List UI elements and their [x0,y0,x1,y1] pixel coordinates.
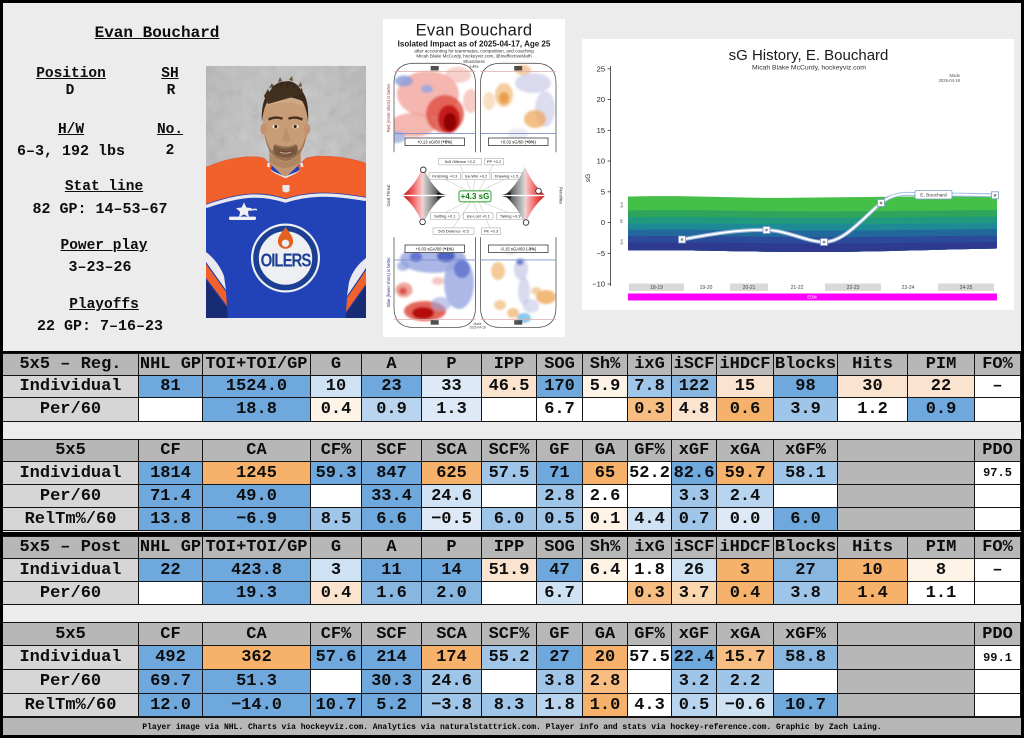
svg-text:Drawing +1.5: Drawing +1.5 [495,174,519,179]
svg-text:0: 0 [601,218,605,227]
svg-text:20-21: 20-21 [743,285,756,291]
svg-text:Ice-Win +0.2: Ice-Win +0.2 [465,174,488,179]
svg-text:Setting +0.1: Setting +0.1 [434,214,456,219]
svg-text:Goal Threat: Goal Threat [386,184,391,207]
svg-text:−10: −10 [592,280,605,289]
svg-text:18-19: 18-19 [650,285,663,291]
svg-text:20: 20 [597,95,605,104]
svg-text:Red (more shots) is better: Red (more shots) is better [386,83,391,132]
svg-text:Shootiness: Shootiness [463,59,486,64]
svg-text:+0.13 sG/60 (+5%): +0.13 sG/60 (+5%) [417,139,453,144]
svg-text:24-25: 24-25 [960,285,973,291]
svg-text:25: 25 [597,64,605,73]
svg-text:5v5: 5v5 [620,239,624,245]
svg-text:sG History, E. Bouchard: sG History, E. Bouchard [729,47,889,64]
svg-text:-0.15 sGA/60 (-3%): -0.15 sGA/60 (-3%) [500,246,537,251]
svg-text:Blue (fewer shots) is better: Blue (fewer shots) is better [386,256,391,306]
svg-text:5: 5 [601,187,605,196]
svg-text:Taking +0.3: Taking +0.3 [500,214,521,219]
svg-text:Ice-Lost +0.1: Ice-Lost +0.1 [467,214,491,219]
svg-text:21-22: 21-22 [791,285,804,291]
svg-text:23-24: 23-24 [902,285,915,291]
svg-text:−5: −5 [596,249,605,258]
svg-text:PP: PP [620,218,624,223]
svg-text:Finishing +0.3: Finishing +0.3 [432,174,458,179]
svg-text:Penalties: Penalties [559,187,564,204]
svg-text:19-20: 19-20 [700,285,713,291]
svg-text:Micah Blake McCurdy, hockeyviz: Micah Blake McCurdy, hockeyviz.com, @Ine… [416,54,532,59]
svg-text:5v5: 5v5 [620,202,624,208]
svg-text:Made: Made [950,73,961,78]
svg-text:PK +0.3: PK +0.3 [484,229,499,234]
svg-text:Made: Made [474,322,482,326]
svg-text:EDM: EDM [807,295,817,300]
svg-text:+0.02 sG/60 (+0%): +0.02 sG/60 (+0%) [500,139,536,144]
svg-text:+0.03 sGA/60 (+1%): +0.03 sGA/60 (+1%) [416,246,455,251]
svg-text:+4%: +4% [470,64,479,69]
svg-text:E. Bouchard: E. Bouchard [920,193,947,199]
svg-text:10: 10 [597,157,605,166]
svg-text:+4.3 sG: +4.3 sG [461,192,490,201]
svg-text:5v5 Offence +2.2: 5v5 Offence +2.2 [445,159,476,164]
svg-text:Evan Bouchard: Evan Bouchard [416,22,533,40]
svg-text:5v5 Defence -0.5: 5v5 Defence -0.5 [438,229,469,234]
svg-text:OILERS: OILERS [261,250,312,271]
svg-text:2025-04-18: 2025-04-18 [469,325,486,329]
svg-text:Micah Blake McCurdy, hockeyviz: Micah Blake McCurdy, hockeyviz.com [752,65,866,72]
svg-text:Isolated Impact as of 2025-04-: Isolated Impact as of 2025-04-17, Age 25 [398,40,551,49]
svg-text:sG: sG [585,174,592,182]
svg-text:after accounting for teammates: after accounting for teammates, competit… [414,49,534,54]
svg-text:15: 15 [597,126,605,135]
svg-text:22-23: 22-23 [847,285,860,291]
svg-text:2025-04-18: 2025-04-18 [939,78,961,83]
svg-text:PP +0.2: PP +0.2 [487,159,502,164]
